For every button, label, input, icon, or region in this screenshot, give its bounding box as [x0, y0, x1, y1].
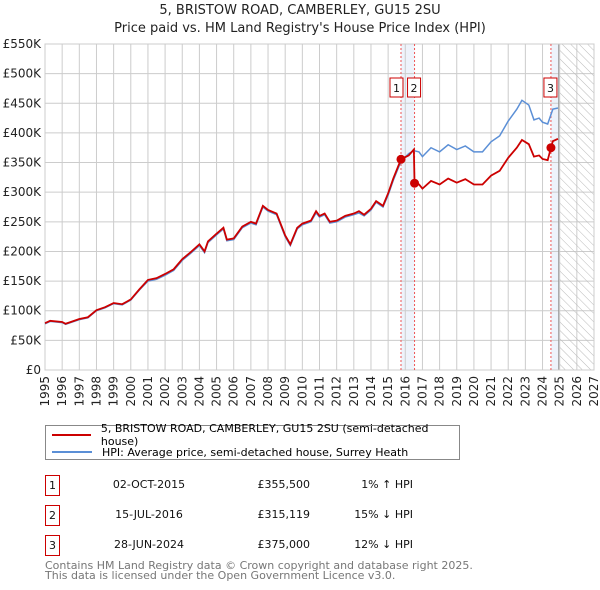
x-tick-label: 1997 [72, 376, 86, 407]
property-price-line [44, 138, 559, 325]
transaction-label-box [407, 77, 422, 98]
transaction-label: 2 [411, 82, 418, 95]
y-tick-label: £50K [10, 333, 42, 347]
transaction-hpi-diff: 15% ↓ HPI [354, 508, 413, 521]
x-tick-label: 1999 [107, 376, 121, 407]
transaction-hpi-diff: 12% ↓ HPI [354, 538, 413, 551]
legend: 5, BRISTOW ROAD, CAMBERLEY, GU15 2SU (se… [45, 422, 460, 460]
x-tick-label: 2019 [450, 376, 464, 407]
x-tick-label: 2018 [433, 376, 447, 407]
plot-frame [44, 43, 595, 371]
x-tick-label: 2007 [244, 376, 258, 407]
x-tick-label: 1996 [55, 376, 69, 407]
hpi-line [44, 99, 559, 326]
legend-item-property: 5, BRISTOW ROAD, CAMBERLEY, GU15 2SU (se… [52, 422, 459, 448]
x-tick-label: 1998 [89, 376, 103, 407]
x-tick-label: 1995 [38, 376, 52, 407]
transaction-price: £375,000 [257, 538, 311, 551]
x-tick-label: 2010 [295, 376, 309, 407]
price-chart: £0 £50K £100K £150K £200K £250K £300K £350K £400… [3, 37, 600, 407]
legend-item-hpi: HPI: Average price, semi-detached house,… [52, 444, 408, 460]
transaction-marker: 1 [45, 475, 60, 496]
transaction-row: 2 15-JUL-2016 £315,119 15% ↓ HPI [45, 505, 465, 526]
transaction-label: 3 [547, 82, 554, 95]
transaction-date: 02-OCT-2015 [112, 478, 186, 491]
x-tick-label: 2014 [364, 376, 378, 407]
legend-swatch-red [52, 434, 91, 436]
x-tick-label: 2004 [192, 376, 206, 407]
forecast-hatch [559, 44, 594, 370]
x-tick-label: 2000 [124, 376, 138, 407]
x-tick-label: 2002 [158, 376, 172, 407]
transaction-label-box [543, 77, 558, 98]
x-tick-label: 2005 [210, 376, 224, 407]
footer-line-2: This data is licensed under the Open Gov… [45, 569, 396, 582]
highlight-band [550, 44, 559, 370]
y-tick-label: £350K [3, 156, 43, 170]
transaction-marker: 3 [45, 535, 60, 556]
transaction-point [410, 178, 420, 188]
transaction-marker: 2 [45, 505, 60, 526]
transaction-point [546, 143, 556, 153]
y-tick-label: £100K [3, 304, 43, 318]
x-tick-label: 2003 [175, 376, 189, 407]
y-tick-label: £400K [3, 126, 43, 140]
x-tick-label: 2022 [501, 376, 515, 407]
y-tick-label: £250K [3, 215, 43, 229]
x-tick-label: 2001 [141, 376, 155, 407]
y-tick-label: £550K [3, 37, 43, 51]
x-tick-label: 2026 [570, 376, 584, 407]
x-tick-label: 2012 [330, 376, 344, 407]
transaction-date: 15-JUL-2016 [115, 508, 183, 521]
x-tick-label: 2006 [227, 376, 241, 407]
transaction-label-box [389, 77, 404, 98]
transaction-price: £355,500 [257, 478, 311, 491]
x-tick-label: 2013 [347, 376, 361, 407]
x-tick-label: 2009 [278, 376, 292, 407]
x-tick-label: 2011 [313, 376, 327, 407]
x-tick-label: 2021 [484, 376, 498, 407]
legend-label-hpi: HPI: Average price, semi-detached house,… [102, 445, 409, 459]
transaction-label: 1 [393, 82, 400, 95]
chart-title: 5, BRISTOW ROAD, CAMBERLEY, GU15 2SU [159, 3, 441, 18]
y-tick-label: £0 [26, 363, 41, 377]
x-tick-label: 2027 [587, 376, 600, 407]
y-tick-label: £200K [3, 244, 43, 258]
legend-label-property: 5, BRISTOW ROAD, CAMBERLEY, GU15 2SU (se… [100, 422, 429, 448]
transaction-point [396, 154, 406, 164]
transaction-row: 1 02-OCT-2015 £355,500 1% ↑ HPI [45, 475, 465, 496]
x-tick-label: 2023 [518, 376, 532, 407]
y-tick-label: £450K [3, 96, 43, 110]
chart-subtitle: Price paid vs. HM Land Registry's House … [114, 21, 486, 36]
x-tick-label: 2008 [261, 376, 275, 407]
highlight-band [400, 44, 415, 370]
x-tick-label: 2025 [553, 376, 567, 407]
transaction-price: £315,119 [257, 508, 311, 521]
y-tick-label: £150K [3, 274, 43, 288]
x-tick-label: 2020 [467, 376, 481, 407]
legend-swatch-blue [52, 451, 92, 453]
transaction-row: 3 28-JUN-2024 £375,000 12% ↓ HPI [45, 535, 465, 556]
transaction-hpi-diff: 1% ↑ HPI [361, 478, 413, 491]
footer-line-1: Contains HM Land Registry data © Crown c… [45, 559, 473, 572]
x-tick-label: 2017 [415, 376, 429, 407]
x-tick-label: 2024 [536, 376, 550, 407]
x-tick-label: 2016 [398, 376, 412, 407]
transaction-date: 28-JUN-2024 [113, 538, 185, 551]
y-tick-label: £300K [3, 185, 43, 199]
x-tick-label: 2015 [381, 376, 395, 407]
y-tick-label: £500K [3, 67, 43, 81]
